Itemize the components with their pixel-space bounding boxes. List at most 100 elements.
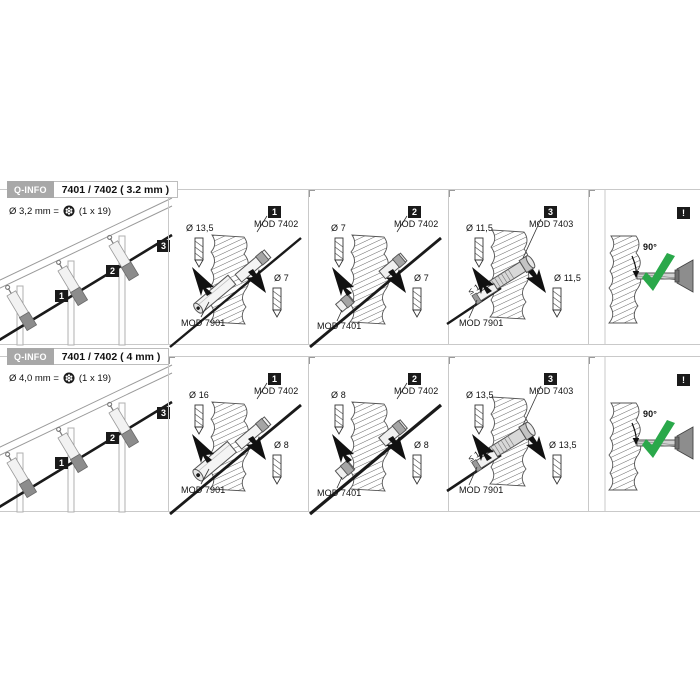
- fitting-mod7402: [234, 416, 272, 450]
- ok-checkmark-icon: [642, 420, 675, 458]
- panel-badge-2: 2: [408, 373, 421, 385]
- q-info-badge: Q-INFO: [7, 348, 54, 365]
- drill-bit-left-icon: [334, 237, 344, 268]
- part-label-bottom-1: MOD 7901: [181, 485, 226, 495]
- leader-bottom: [468, 466, 478, 486]
- leader-bottom: [200, 301, 210, 318]
- handrail-lines: [0, 364, 173, 456]
- drill-bit-left-icon: [194, 404, 204, 435]
- angle-arrowhead: [632, 271, 640, 278]
- panel-badge-3: 3: [544, 373, 557, 385]
- detail-panel-3: 3 MOD 7403 MOD 7901 Ø 11,5 Ø 11,5 ≤ 10: [446, 190, 588, 345]
- installation-instruction-figure: Q-INFO 7401 / 7402 ( 3.2 mm ) Ø 3,2 mm =…: [0, 178, 700, 516]
- part-label-top-3: MOD 7403: [529, 386, 574, 396]
- leader-bottom: [200, 468, 210, 485]
- fitting-mod7402: [234, 249, 272, 283]
- fitting-mod7402: [378, 419, 408, 447]
- drill-label-left-1: Ø 13,5: [186, 223, 214, 233]
- drill-chuck: [674, 426, 694, 460]
- leader-top: [522, 385, 542, 426]
- drill-bit-left-icon: [334, 404, 344, 435]
- fitting-mod7401: [334, 293, 356, 313]
- instruction-row-3-2mm: Q-INFO 7401 / 7402 ( 3.2 mm ) Ø 3,2 mm =…: [0, 178, 700, 349]
- row-legend: Ø 3,2 mm = (1 x 19): [9, 205, 111, 217]
- leader-top: [396, 382, 408, 400]
- drill-bit-right-icon: [272, 287, 282, 318]
- panel-tick: [449, 190, 455, 197]
- row-header: Q-INFO 7401 / 7402 ( 4 mm ): [7, 348, 170, 365]
- part-label-bottom-1: MOD 7901: [181, 318, 226, 328]
- drill-label-right-2: Ø 8: [414, 440, 429, 450]
- overview-marker-2: 2: [106, 265, 119, 277]
- panel-tick: [309, 357, 315, 364]
- drill-angle-panel: ! 90°: [588, 357, 700, 512]
- drill-label-left-1: Ø 16: [189, 390, 209, 400]
- leader-bottom: [468, 299, 478, 319]
- panel-badge-2: 2: [408, 206, 421, 218]
- row-legend: Ø 4,0 mm = (1 x 19): [9, 372, 111, 384]
- angle-arrowhead: [632, 438, 640, 445]
- leader-top: [522, 218, 542, 259]
- leader-bottom: [336, 476, 343, 489]
- detail-drawing-2: [308, 382, 443, 516]
- drill-bit-right-icon: [412, 287, 422, 318]
- fitting-mod7402: [378, 252, 408, 280]
- drill-label-right-1: Ø 8: [274, 440, 289, 450]
- railing-overview-panel: 1 2 3: [0, 357, 173, 513]
- instruction-row-4mm: Q-INFO 7401 / 7402 ( 4 mm ) Ø 4,0 mm = (…: [0, 345, 700, 516]
- detail-drawing-1: [169, 215, 302, 348]
- drill-bit-right-icon: [552, 454, 562, 485]
- row-bottom-rule: [0, 344, 700, 345]
- drill-bit-left-icon: [194, 237, 204, 268]
- overview-marker-3: 3: [157, 240, 170, 252]
- ok-checkmark-icon: [642, 253, 675, 291]
- drill-angle-panel: ! 90°: [588, 190, 700, 345]
- overview-marker-1: 1: [55, 457, 68, 469]
- panel-tick: [449, 357, 455, 364]
- arrows: [192, 267, 266, 296]
- wall-section: [608, 235, 642, 324]
- overview-marker-3: 3: [157, 407, 170, 419]
- part-label-bottom-3: MOD 7901: [459, 485, 504, 495]
- detail-drawing-1: [169, 382, 302, 516]
- legend-prefix: Ø 3,2 mm =: [9, 205, 59, 217]
- panel-badge-1: 1: [268, 206, 281, 218]
- part-label-bottom-3: MOD 7901: [459, 318, 504, 328]
- leader-top: [256, 382, 268, 400]
- legend-suffix: (1 x 19): [78, 205, 112, 217]
- drill-label-left-2: Ø 7: [331, 223, 346, 233]
- cable: [308, 403, 443, 516]
- drill-angle-drawing: [604, 190, 694, 345]
- panel-badge-1: 1: [268, 373, 281, 385]
- part-label-bottom-2: MOD 7401: [317, 488, 362, 498]
- part-label-top-1: MOD 7402: [254, 386, 299, 396]
- drill-bit-right-icon: [272, 454, 282, 485]
- row-top-rule: [0, 189, 700, 190]
- detail-panel-2: 2 MOD 7402 MOD 7401 Ø 7 Ø 7: [308, 190, 448, 349]
- detail-drawing-3: [446, 385, 562, 493]
- anchor-sleeve-mod7901: [192, 440, 238, 482]
- drill-bit-left-icon: [474, 404, 484, 435]
- detail-panel-1: 1 MOD 7402 MOD 7901 Ø 16 Ø 8: [168, 357, 308, 516]
- anchor-sleeve-mod7901: [193, 274, 237, 314]
- part-label-top-2: MOD 7402: [394, 386, 439, 396]
- panel-tick: [309, 190, 315, 197]
- overview-marker-2: 2: [106, 432, 119, 444]
- drill-label-right-2: Ø 7: [414, 273, 429, 283]
- legend-prefix: Ø 4,0 mm =: [9, 372, 59, 384]
- railing-overview-drawing: [0, 364, 173, 513]
- drill-label-right-1: Ø 7: [274, 273, 289, 283]
- row-title: 7401 / 7402 ( 4 mm ): [53, 348, 170, 365]
- row-title: 7401 / 7402 ( 3.2 mm ): [53, 181, 179, 198]
- arrows: [472, 434, 546, 461]
- legend-suffix: (1 x 19): [78, 372, 112, 384]
- arrows: [192, 434, 266, 463]
- angle-label: 90°: [643, 409, 657, 419]
- drill-label-right-3: Ø 11,5: [554, 273, 581, 283]
- arrows: [332, 434, 406, 463]
- cable: [309, 236, 442, 349]
- warning-badge: !: [677, 207, 690, 219]
- stud-mod7403: [488, 421, 536, 459]
- wall-section: [608, 402, 642, 491]
- drill-bit-left-icon: [474, 237, 484, 268]
